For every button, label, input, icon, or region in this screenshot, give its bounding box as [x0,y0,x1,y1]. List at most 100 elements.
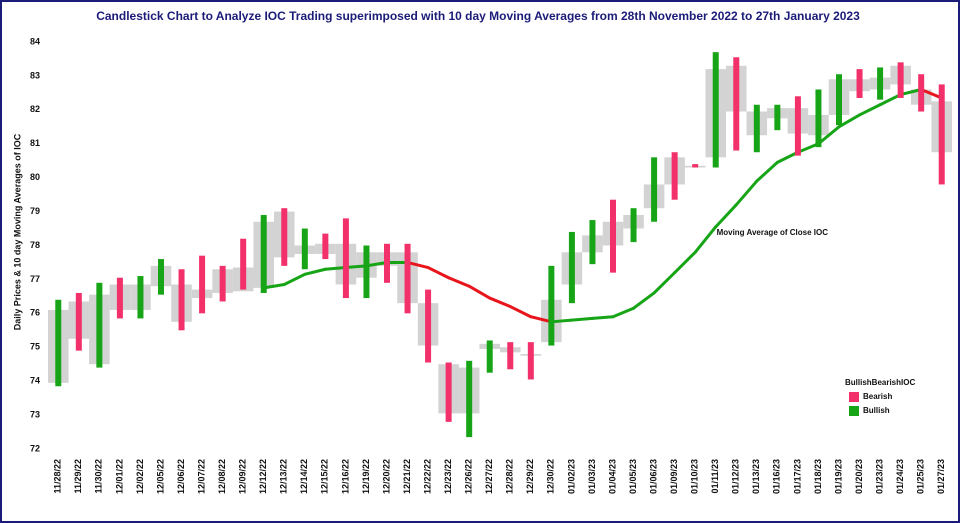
moving-average-segment [549,318,574,324]
x-tick-label: 12/14/22 [299,459,309,494]
moving-average-segment [734,179,759,207]
moving-average-segment [858,103,882,117]
x-tick-label: 12/26/22 [464,459,474,494]
candle-range [568,231,575,304]
candle-range [548,265,555,346]
moving-average-segment [570,316,594,322]
candle-range [281,208,288,266]
legend-label: Bullish [863,406,890,415]
x-tick-label: 12/28/22 [505,459,515,494]
candle-range [651,157,658,222]
x-tick-label: 01/17/23 [792,459,802,494]
x-tick-label: 01/04/23 [607,459,617,494]
candle-range [815,89,822,148]
moving-average-segment [303,267,327,276]
x-tick-label: 12/30/22 [546,459,556,494]
y-tick-label: 76 [30,308,40,318]
x-tick-label: 12/01/22 [114,459,124,494]
candle-range [363,245,370,299]
candle-range [404,243,411,314]
candle-range [589,220,596,265]
moving-average-segment [632,291,656,310]
x-tick-label: 12/06/22 [176,459,186,494]
moving-average-segment [693,225,718,254]
x-tick-label: 01/27/23 [936,459,946,494]
moving-average-segment [755,160,779,183]
y-axis-label: Daily Prices & 10 day Moving Averages of… [12,133,22,330]
candle-range [733,57,740,151]
candle-range [794,96,801,156]
moving-average-segment [426,266,451,280]
candle-range [384,243,390,283]
candle-range [342,218,349,299]
chart-title: Candlestick Chart to Analyze IOC Trading… [96,9,860,23]
legend-swatch [849,406,859,416]
x-tick-label: 12/20/22 [381,459,391,494]
candle-range [938,84,945,185]
candle-range [55,299,62,387]
y-tick-label: 81 [30,138,40,148]
y-tick-label: 79 [30,206,40,216]
x-tick-label: 12/29/22 [525,459,535,494]
x-tick-label: 01/20/23 [854,459,864,494]
moving-average-segment [488,296,512,309]
x-tick-label: 01/24/23 [895,459,905,494]
candle-range [219,265,226,302]
x-tick-label: 01/02/23 [566,459,576,494]
candle-range [96,282,103,368]
candle-range [630,208,637,243]
candle-range [671,152,678,200]
y-tick-label: 82 [30,104,40,114]
moving-average-segment [652,271,677,295]
x-tick-label: 12/16/22 [340,459,350,494]
y-tick-label: 73 [30,409,40,419]
x-tick-label: 01/05/23 [628,459,638,494]
candle-range [507,342,514,370]
x-tick-label: 01/16/23 [772,459,782,494]
legend-title: BullishBearishIOC [845,378,915,387]
x-tick-label: 12/21/22 [402,459,412,494]
candle-range [918,74,925,112]
y-tick-label: 83 [30,70,40,80]
x-tick-label: 01/09/23 [669,459,679,494]
moving-average-segment [406,260,430,270]
x-tick-label: 11/29/22 [73,459,83,494]
x-tick-label: 12/23/22 [443,459,453,494]
moving-average-segment [611,306,636,319]
candle-range [856,69,863,98]
x-tick-label: 12/12/22 [258,459,268,494]
x-tick-label: 01/03/23 [587,459,597,494]
candle-range [75,292,82,351]
moving-average-segment [878,93,903,107]
y-tick-label: 80 [30,172,40,182]
moving-average-segment [816,125,841,146]
x-tick-label: 11/30/22 [94,459,104,494]
x-tick-label: 01/23/23 [874,459,884,494]
candle-range [897,62,904,98]
x-tick-label: 01/06/23 [648,459,658,494]
x-tick-label: 01/13/23 [751,459,761,494]
x-tick-label: 01/18/23 [813,459,823,494]
x-tick-label: 12/02/22 [135,459,145,494]
legend-label: Bearish [863,392,892,401]
moving-average-segment [673,250,697,275]
candle-range [260,214,267,293]
x-tick-label: 12/05/22 [155,459,165,494]
x-tick-label: 01/10/23 [690,459,700,494]
legend-swatch [849,392,859,402]
x-tick-label: 12/15/22 [320,459,330,494]
x-tick-label: 11/28/22 [53,459,63,494]
candle-range [425,289,432,363]
moving-average-segment [796,142,820,154]
moving-average-segment [899,87,923,97]
candle-range [712,52,719,168]
x-tick-label: 12/19/22 [361,459,371,494]
x-tick-label: 12/07/22 [196,459,206,494]
y-tick-label: 72 [30,443,40,453]
candle-range [486,340,493,373]
x-tick-label: 12/22/22 [422,459,432,494]
candle-range [445,362,452,422]
moving-average-segment [837,113,862,129]
candle-range [240,238,247,290]
